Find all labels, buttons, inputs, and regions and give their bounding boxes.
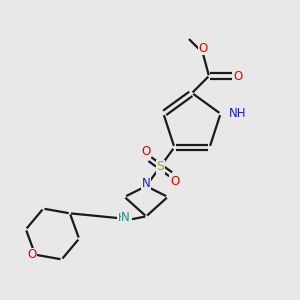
Text: N: N: [142, 177, 151, 190]
Text: O: O: [198, 41, 207, 55]
Text: N: N: [121, 211, 130, 224]
Text: O: O: [234, 70, 243, 83]
Text: O: O: [141, 146, 151, 158]
Text: NH: NH: [229, 107, 246, 120]
Text: H: H: [117, 213, 126, 223]
Text: O: O: [170, 175, 179, 188]
Text: O: O: [27, 248, 36, 261]
Text: S: S: [156, 160, 164, 173]
